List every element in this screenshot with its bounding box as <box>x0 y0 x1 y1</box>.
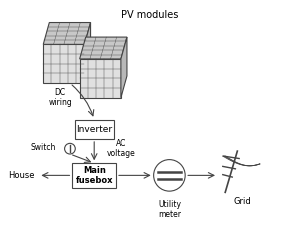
Text: House: House <box>8 171 35 180</box>
Text: DC
wiring: DC wiring <box>48 88 72 107</box>
Polygon shape <box>85 22 91 83</box>
Circle shape <box>64 143 75 154</box>
Text: Switch: Switch <box>30 143 56 152</box>
Polygon shape <box>121 37 127 98</box>
Text: Inverter: Inverter <box>76 125 112 134</box>
Polygon shape <box>43 44 85 83</box>
Text: Grid: Grid <box>233 197 251 206</box>
Bar <box>72 163 116 187</box>
Text: Main
fusebox: Main fusebox <box>75 166 113 185</box>
Text: AC
voltage: AC voltage <box>106 139 135 158</box>
Circle shape <box>154 160 185 191</box>
Text: PV modules: PV modules <box>121 10 179 20</box>
Text: Utility
meter: Utility meter <box>158 200 181 219</box>
Polygon shape <box>80 59 121 98</box>
Bar <box>75 120 114 139</box>
Polygon shape <box>80 37 127 59</box>
Polygon shape <box>43 22 91 44</box>
